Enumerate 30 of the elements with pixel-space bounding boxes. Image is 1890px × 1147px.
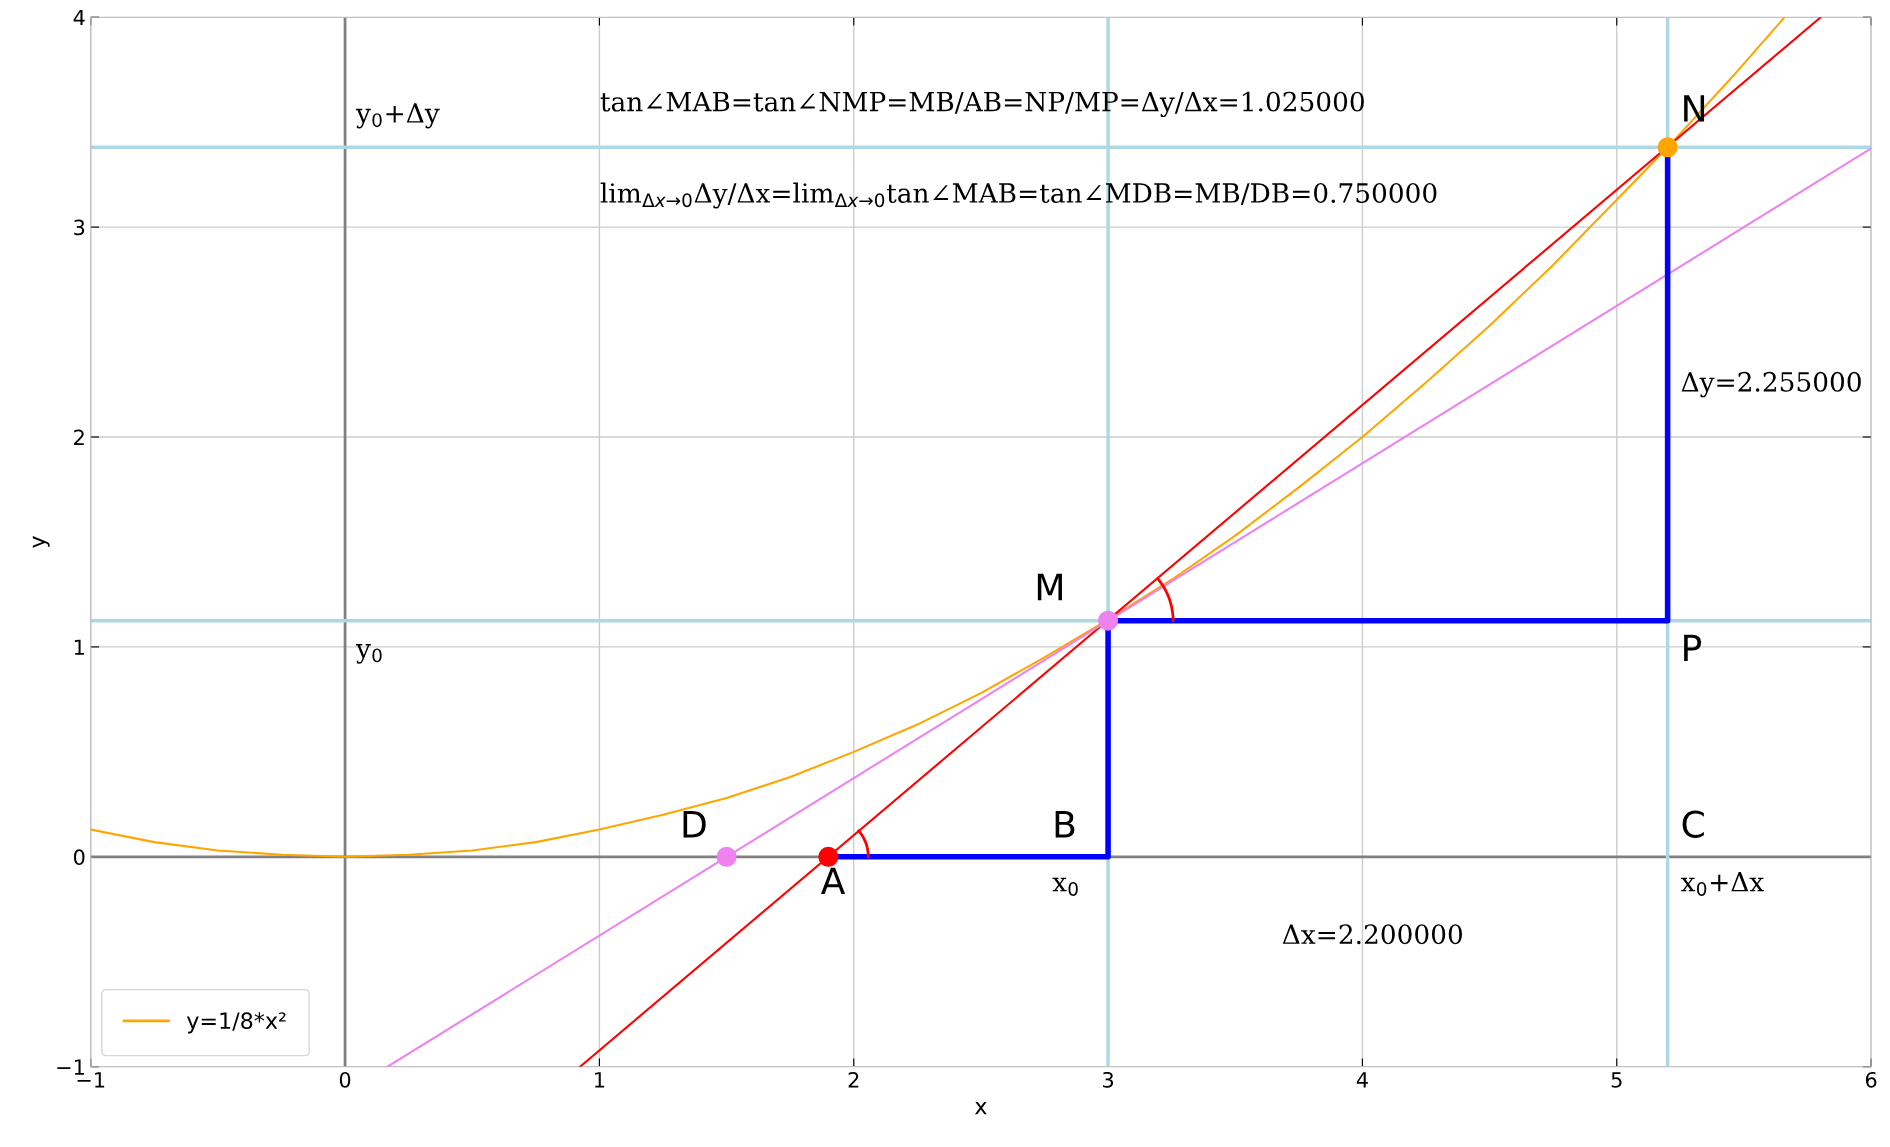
annotation: tan∠MAB=tan∠NMP=MB/AB=NP/MP=Δy/Δx=1.025000 <box>600 91 1364 118</box>
annotation: x$_{0}$+Δx <box>1680 872 1764 896</box>
legend-label: y=1/8*x² <box>186 1012 286 1034</box>
annotation: y$_{0}$ <box>355 644 382 664</box>
annotation: M <box>1037 573 1062 601</box>
annotation: N <box>1684 95 1705 122</box>
y-tick-label: 4 <box>73 9 85 26</box>
x-tick-label: 4 <box>1356 1072 1368 1088</box>
annotation: Δy=2.255000 <box>1681 371 1861 398</box>
y-tick-label: 3 <box>74 219 85 236</box>
annotation: A <box>820 867 846 895</box>
x-tick-label: 5 <box>1611 1072 1622 1088</box>
annotation: Δx=2.200000 <box>1282 924 1463 945</box>
annotation: lim$_{Δx→0}$Δy/Δx=lim$_{Δx→0}$tan∠MAB=tan∠MDB=MB/DB=0.750000 <box>600 182 1437 209</box>
y-axis-title: y <box>32 536 50 548</box>
x-axis-title: x <box>974 1102 987 1115</box>
annotation: P <box>1684 634 1702 662</box>
x-tick-label: 2 <box>848 1071 859 1088</box>
x-tick-label: 6 <box>1865 1071 1877 1088</box>
x-tick-label: 1 <box>595 1072 605 1088</box>
y-tick-label: 1 <box>74 639 84 655</box>
y-tick-label: 0 <box>73 849 85 866</box>
annotation: x$_{0}$ <box>1052 877 1078 896</box>
annotation: C <box>1682 810 1704 838</box>
annotation: B <box>1055 811 1075 838</box>
x-tick-label: 3 <box>1103 1071 1114 1088</box>
annotation: D <box>683 811 706 838</box>
annotation: y$_{0}$+Δy <box>355 103 440 129</box>
y-tick-label: 2 <box>74 429 84 445</box>
x-tick-label: 0 <box>339 1071 351 1088</box>
